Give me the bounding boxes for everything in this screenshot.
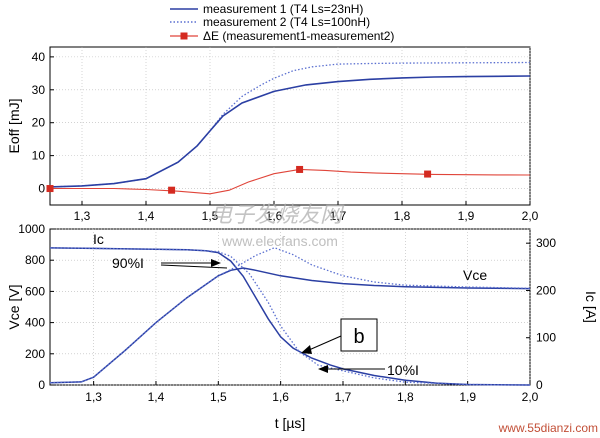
vce-ic-plot-frame (49, 228, 531, 386)
arrow-90-percent-head (211, 259, 221, 267)
eoff-x-tick-label: 1,7 (330, 209, 347, 223)
eoff-x-tick-label: 1,8 (394, 209, 411, 223)
vce-y-axis-label: Vce [V] (6, 284, 22, 329)
vce-ic-x-tick-label: 1,8 (397, 390, 414, 404)
eoff-x-tick-label: 1,3 (74, 209, 91, 223)
eoff-x-tick-label: 2,0 (522, 209, 539, 223)
legend-label-measurement-2: measurement 2 (T4 Ls=100nH) (203, 15, 370, 29)
vce-y-tick-label: 600 (25, 284, 45, 298)
eoff-delta-e-marker (296, 165, 304, 173)
eoff-x-tick-label: 1,9 (458, 209, 475, 223)
annotation-box-b-label: b (353, 326, 364, 348)
eoff-y-tick-label: 20 (32, 116, 46, 130)
ic-y-tick-label: 300 (536, 236, 556, 250)
vce-ic-grid (50, 228, 531, 386)
eoff-y-tick-label: 10 (32, 149, 46, 163)
eoff-x-tick-label: 1,4 (138, 209, 155, 223)
vce-ic-ticks: 1,3 1,4 1,5 1,6 1,7 1,8 1,9 2,00200400600800100… (18, 222, 556, 404)
vce-y-tick-label: 800 (25, 253, 45, 267)
eoff-ticks: 1,3 1,4 1,5 1,6 1,7 1,8 1,9 2,0 0 10 20 30 40 (32, 50, 539, 223)
eoff-y-tick-label: 30 (32, 83, 46, 97)
ic-series-measurement-2 (49, 247, 531, 386)
ic-y-axis-label: Ic [A] (583, 291, 599, 323)
watermark-site: www.elecfans.com (221, 233, 338, 249)
legend-label-measurement-1: measurement 1 (T4 Ls=23nH) (203, 2, 363, 16)
ic-y-tick-label: 100 (536, 331, 556, 345)
watermark: 电子发烧友网 www.elecfans.com www.55dianzi.com (210, 202, 598, 435)
eoff-plot: 1,3 1,4 1,5 1,6 1,7 1,8 1,9 2,0 0 10 20 30 40 Eoff [… (6, 46, 539, 223)
eoff-x-tick-label: 1,6 (266, 209, 283, 223)
eoff-grid (50, 47, 531, 205)
legend-label-delta-e: ΔE (measurement1-measurement2) (203, 29, 394, 43)
vce-ic-x-tick-label: 1,7 (335, 390, 352, 404)
arrow-b (308, 335, 342, 351)
annotations: Ic Vce 90%I b 10%I (93, 231, 487, 378)
arrow-90-percent-vce (160, 264, 228, 269)
watermark-corner: www.55dianzi.com (498, 421, 598, 435)
eoff-delta-e-marker (424, 170, 432, 178)
label-90-percent: 90%I (112, 255, 144, 271)
eoff-series (46, 61, 531, 195)
time-x-axis-label: t [µs] (275, 415, 306, 431)
watermark-chinese: 电子发烧友网 (210, 202, 345, 227)
vce-ic-x-tick-label: 1,9 (459, 390, 476, 404)
vce-y-tick-label: 200 (25, 347, 45, 361)
vce-curve-label: Vce (463, 267, 487, 283)
vce-y-tick-label: 0 (38, 378, 45, 392)
legend: measurement 1 (T4 Ls=23nH) measurement 2… (170, 2, 394, 43)
eoff-y-tick-label: 0 (38, 182, 45, 196)
eoff-x-tick-label: 1,5 (202, 209, 219, 223)
legend-marker-delta-e (180, 32, 188, 40)
eoff-series-measurement-1 (49, 75, 531, 188)
vce-ic-x-tick-label: 1,4 (148, 390, 165, 404)
eoff-y-tick-label: 40 (32, 50, 46, 64)
vce-ic-x-tick-label: 1,5 (210, 390, 227, 404)
vce-ic-x-tick-label: 1,3 (85, 390, 102, 404)
vce-ic-x-tick-label: 1,6 (272, 390, 289, 404)
eoff-delta-e-marker (168, 186, 176, 194)
label-10-percent: 10%I (387, 362, 419, 378)
ic-curve-label: Ic (93, 231, 104, 247)
annotation-box-b (340, 318, 378, 352)
eoff-series-delta-e (50, 168, 531, 195)
eoff-series-measurement-2 (49, 61, 531, 188)
vce-series-measurement-1 (49, 267, 531, 384)
vce-ic-x-tick-label: 2,0 (522, 390, 539, 404)
vce-ic-series (49, 247, 531, 386)
arrow-b-head (301, 345, 312, 354)
eoff-plot-frame (49, 46, 531, 206)
arrow-10-percent-head (318, 365, 328, 373)
ic-y-tick-label: 0 (536, 378, 543, 392)
ic-y-tick-label: 200 (536, 283, 556, 297)
eoff-y-axis-label: Eoff [mJ] (6, 99, 22, 154)
vce-y-tick-label: 1000 (18, 222, 45, 236)
eoff-delta-e-marker (46, 185, 54, 193)
vce-y-tick-label: 400 (25, 316, 45, 330)
vce-ic-plot: 1,3 1,4 1,5 1,6 1,7 1,8 1,9 2,00200400600800100… (6, 222, 599, 431)
